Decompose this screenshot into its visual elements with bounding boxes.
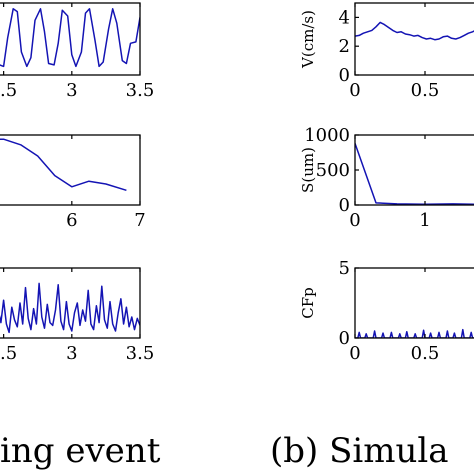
x-tick-label: 0 xyxy=(349,343,360,364)
y-tick-label: 0 xyxy=(339,65,350,86)
series-line-b1-0 xyxy=(355,21,474,41)
y-tick-label: 0 xyxy=(339,195,350,216)
series-line-a1-0 xyxy=(0,8,140,68)
series-line-b3-0 xyxy=(355,328,474,338)
x-tick-label: 0.5 xyxy=(411,80,440,101)
subplot-b3: 0 0.5 0 5 CFp xyxy=(299,258,474,364)
series-line-b2-0 xyxy=(355,143,474,205)
subplot-a3: .5 3 3.5 xyxy=(0,267,155,364)
series-line-a3-0 xyxy=(0,282,140,334)
y-axis-label: S(um) xyxy=(299,147,317,193)
y-tick-label: 5 xyxy=(339,258,350,279)
x-tick-label: 3.5 xyxy=(126,80,155,101)
x-tick-label: .5 xyxy=(0,80,17,101)
caption-b: (b) Simula xyxy=(270,431,449,471)
caption-a: ing event xyxy=(0,431,161,471)
x-tick-label: 3 xyxy=(66,343,77,364)
y-tick-label: 500 xyxy=(316,160,350,181)
axes-frame xyxy=(0,267,141,339)
x-tick-label: .5 xyxy=(0,343,17,364)
x-tick-label: 7 xyxy=(134,210,145,231)
x-tick-label: 0.5 xyxy=(411,343,440,364)
subplot-b1: 0 0.5 0 2 4 V(cm/s) xyxy=(299,2,474,101)
x-tick-label: 3.5 xyxy=(126,343,155,364)
y-axis-label: V(cm/s) xyxy=(299,10,317,69)
y-tick-label: 2 xyxy=(339,36,350,57)
series-line-a2-0 xyxy=(0,138,127,192)
y-tick-label: 0 xyxy=(339,328,350,349)
axes-frame xyxy=(0,2,141,76)
x-tick-label: 0 xyxy=(349,210,360,231)
axes-frame xyxy=(354,267,474,339)
x-tick-label: 1 xyxy=(419,210,430,231)
y-tick-label: 4 xyxy=(339,7,350,28)
x-tick-label: 3 xyxy=(66,80,77,101)
y-axis-label: CFp xyxy=(299,287,317,319)
axes-frame xyxy=(0,134,141,206)
x-tick-label: 0 xyxy=(349,80,360,101)
subplot-a1: .5 3 3.5 xyxy=(0,2,155,101)
x-tick-label: 6 xyxy=(66,210,77,231)
y-tick-label: 1000 xyxy=(304,125,350,146)
